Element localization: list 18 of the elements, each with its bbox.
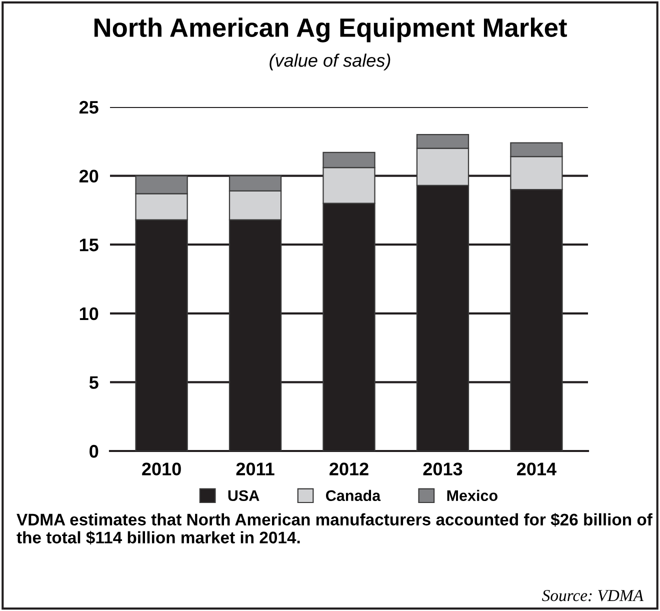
x-tick-label: 2012	[330, 462, 368, 476]
source-note: Source: VDMA	[542, 590, 644, 602]
chart-title: North American Ag Equipment Market	[94, 18, 567, 42]
chart-subtitle: (value of sales)	[270, 54, 390, 70]
text: VDMA estimates that North American manufacturers accounted for $26 billion of the total $114 billion market in 2014.	[16, 512, 652, 545]
y-tick-label: 15	[80, 238, 98, 252]
y-tick-label: 25	[79, 100, 98, 114]
x-tick-label: 2014	[516, 462, 556, 476]
legend-label: Mexico	[447, 490, 498, 502]
legend-label: USA	[228, 490, 260, 502]
x-tick-label: 2011	[236, 462, 274, 476]
legend-label: Canada	[326, 490, 381, 502]
x-tick-label: 2010	[142, 462, 181, 476]
y-tick-label: 5	[89, 376, 98, 389]
y-tick-label: 10	[80, 307, 98, 320]
y-tick-label: 20	[79, 170, 98, 183]
x-tick-label: 2013	[423, 462, 462, 476]
y-tick-label: 0	[90, 444, 98, 458]
